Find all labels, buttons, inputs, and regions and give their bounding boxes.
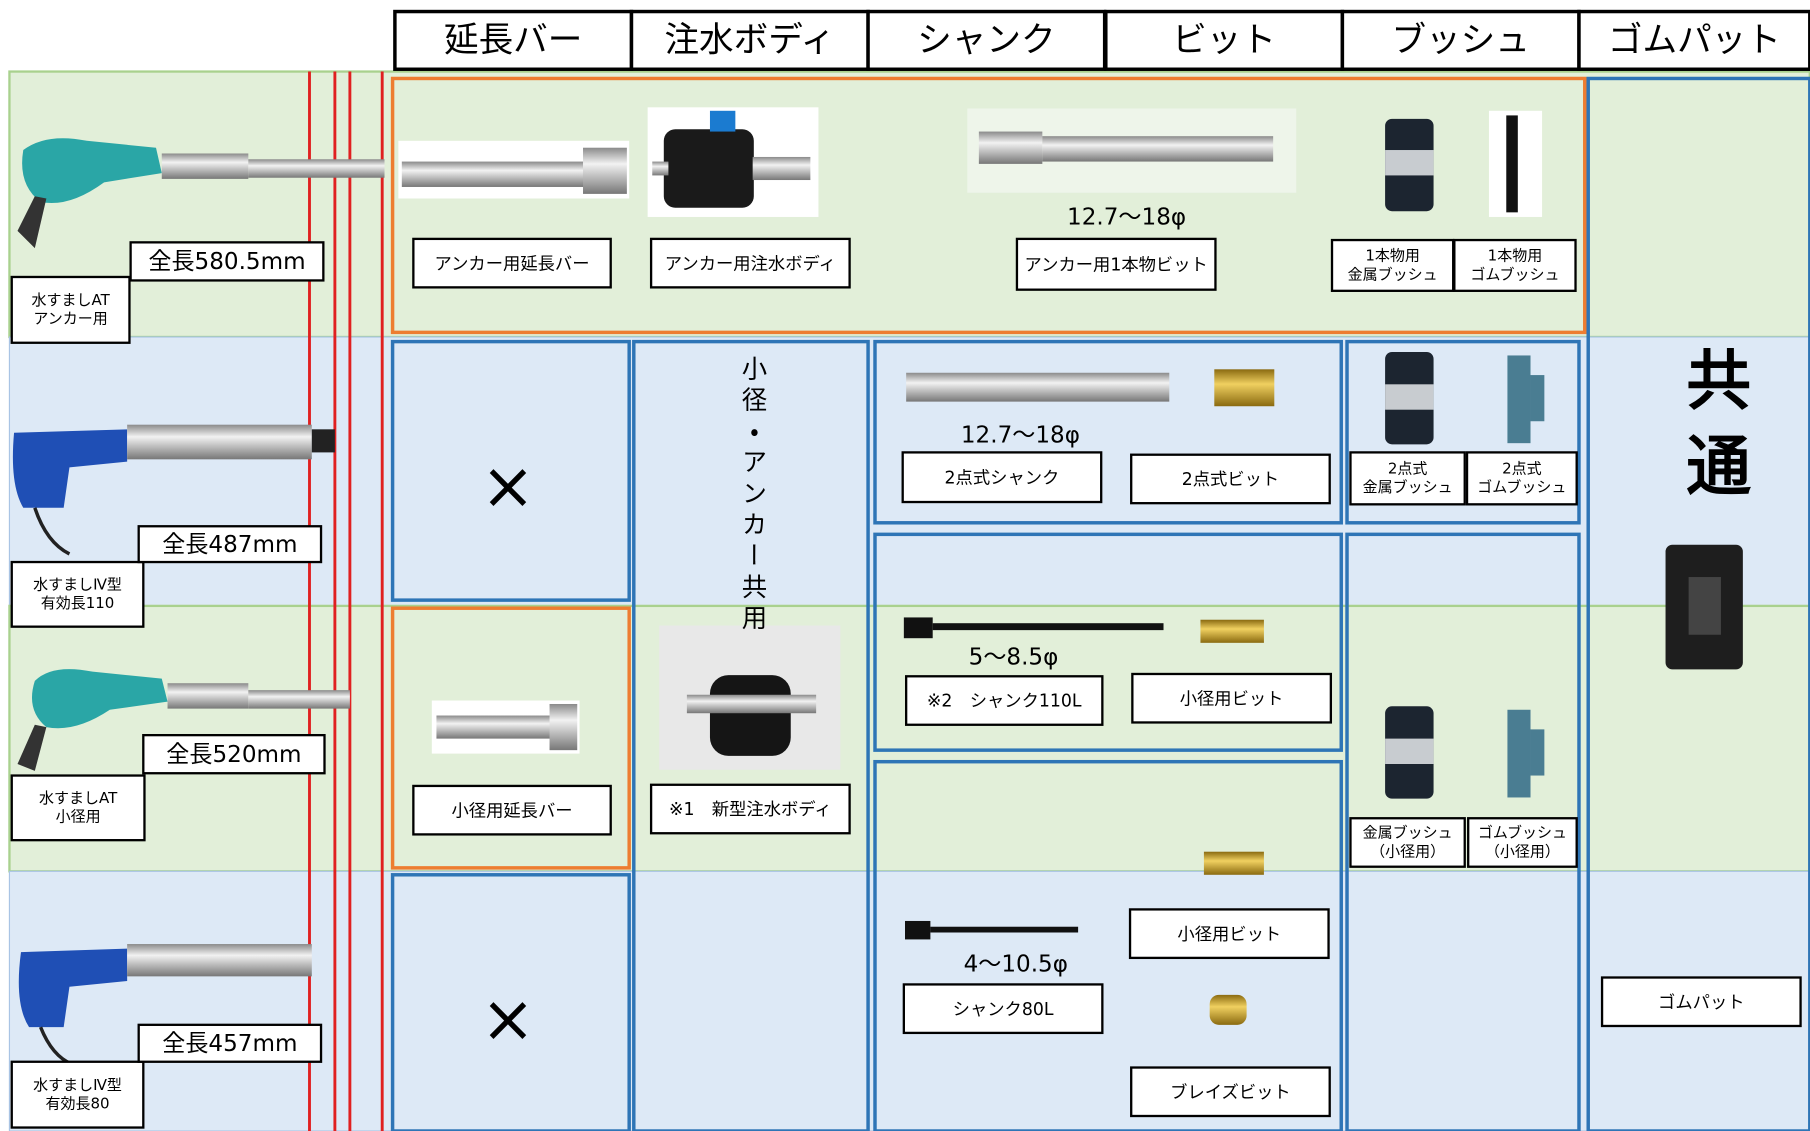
tool-length-box: [137, 1023, 323, 1063]
diameter: 5～8.5φ: [969, 644, 1059, 670]
part-label-box: [412, 237, 612, 289]
column-header: 注水ボディ: [664, 21, 835, 61]
part-label-box: [1128, 908, 1330, 960]
part-label-box: [901, 451, 1103, 504]
bush-label: 2点式: [1502, 459, 1542, 477]
column-header-box: [629, 9, 870, 71]
bush-label-box: [1349, 817, 1466, 868]
tool-length-box: [137, 525, 323, 564]
part-label: ※2 シャンク110L: [927, 692, 1082, 712]
diameter: 12.7～18φ: [1067, 205, 1186, 231]
part-label: 小径用延長バー: [451, 801, 572, 821]
tool-name: 有効長110: [41, 594, 115, 612]
bush-label: 1本物用: [1488, 247, 1543, 265]
column-header-box: [1104, 9, 1345, 71]
column-header: シャンク: [917, 21, 1055, 61]
bush-label-box: [1330, 238, 1455, 292]
part-label-box: [1131, 672, 1333, 724]
bush-label: （小径用）: [1370, 842, 1445, 860]
diameter: 4～10.5φ: [964, 951, 1068, 977]
part-label-box: [902, 983, 1104, 1035]
part-label: ゴムパット: [1658, 992, 1744, 1013]
tool-image: [12, 424, 335, 556]
part-label-box: [904, 675, 1104, 726]
bush-label-box: [1467, 817, 1578, 868]
bush-label-box: [1465, 451, 1578, 506]
product-images: [12, 107, 1743, 1066]
tool-name: 水すましAT: [39, 789, 118, 807]
tool-name: 水すましAT: [31, 291, 110, 309]
tool-length: 全長520mm: [166, 742, 301, 768]
column-header-box: [1577, 9, 1810, 71]
bush-label: ゴムブッシュ: [1470, 265, 1559, 283]
part-label: 小径用ビット: [1180, 689, 1284, 709]
tool-name: 水すましⅣ型: [33, 575, 122, 593]
tool-name-box: [10, 560, 145, 628]
diameter: 12.7～18φ: [961, 423, 1080, 449]
tool-image: [17, 669, 350, 771]
column-header: 延長バー: [444, 21, 582, 61]
tool-name: 小径用: [56, 808, 101, 826]
tool-image: [17, 138, 385, 249]
bush-label: 金属ブッシュ: [1348, 265, 1438, 283]
bush-label: 1本物用: [1365, 247, 1420, 265]
part-label-box: [1130, 453, 1331, 505]
tool-length-box: [142, 733, 326, 775]
common-label: 共通: [1675, 346, 1751, 517]
bush-label: ゴムブッシュ: [1478, 824, 1567, 842]
part-label: アンカー用1本物ビット: [1025, 255, 1208, 275]
bush-label-box: [1453, 238, 1577, 292]
part-label-box: [412, 784, 612, 836]
tool-name-box: [10, 275, 131, 344]
part-label: ※1 新型注水ボディ: [669, 799, 832, 820]
tool-name: 水すましⅣ型: [33, 1076, 122, 1094]
tool-name-box: [10, 1060, 145, 1129]
part-label: シャンク80L: [953, 1000, 1054, 1020]
not-applicable: ×: [481, 982, 535, 1057]
bush-label-box: [1349, 451, 1466, 506]
tool-image: [18, 944, 312, 1066]
part-label-box: [649, 237, 851, 289]
tool-length: 全長487mm: [162, 532, 297, 558]
tool-name-box: [10, 774, 146, 842]
not-applicable: ×: [481, 449, 535, 524]
labels: 延長バー 注水ボディ シャンク ビット ブッシュ ゴムパット水すましATアンカー用全長58…: [10, 9, 1810, 1129]
part-label-box: [649, 783, 851, 835]
part-label: アンカー用注水ボディ: [665, 253, 836, 274]
part-label: アンカー用延長バー: [435, 254, 590, 274]
bush-label: ゴムブッシュ: [1477, 478, 1566, 496]
part-label-box: [1600, 976, 1802, 1028]
part-label: 2点式シャンク: [945, 468, 1060, 488]
tool-length: 全長457mm: [162, 1031, 297, 1057]
part-label-box: [1015, 237, 1217, 291]
column-header: ブッシュ: [1391, 21, 1529, 61]
bush-label: （小径用）: [1485, 842, 1560, 860]
column-header: ゴムパット: [1608, 21, 1781, 61]
tool-name: 有効長80: [45, 1095, 109, 1113]
part-label-box: [1130, 1066, 1331, 1118]
bush-label: 金属ブッシュ: [1363, 478, 1453, 496]
tool-length-box: [129, 241, 325, 282]
column-header: ビット: [1172, 21, 1276, 61]
tool-length: 全長580.5mm: [148, 249, 305, 275]
part-label: 2点式ビット: [1182, 470, 1280, 490]
part-label: ブレイズビット: [1170, 1082, 1291, 1103]
shared-note: 小径・アンカー共用: [739, 355, 769, 635]
tool-name: アンカー用: [33, 310, 107, 328]
part-label: 小径用ビット: [1177, 925, 1281, 945]
bush-label: 金属ブッシュ: [1363, 824, 1453, 842]
bush-label: 2点式: [1388, 459, 1428, 477]
